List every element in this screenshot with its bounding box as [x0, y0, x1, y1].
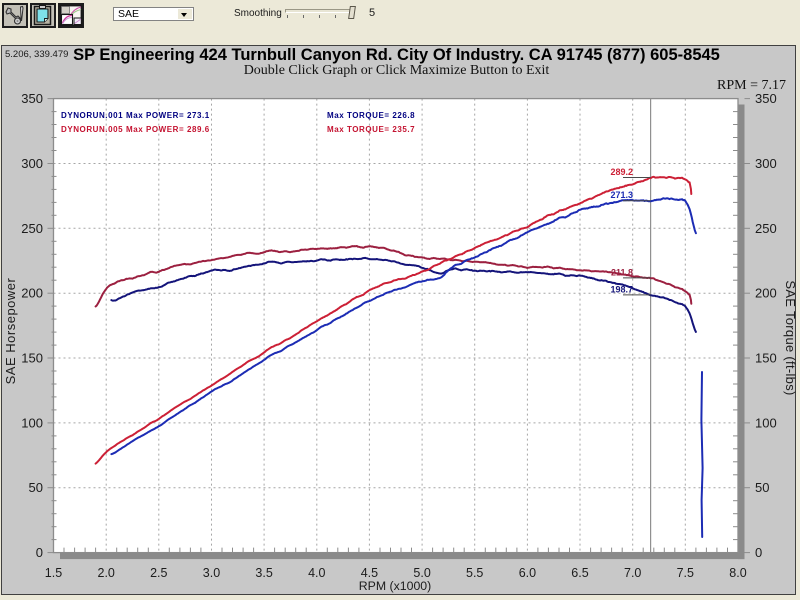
- svg-text:211.8: 211.8: [611, 267, 633, 277]
- svg-text:5.5: 5.5: [466, 566, 483, 580]
- svg-text:100: 100: [755, 415, 777, 430]
- svg-text:198.7: 198.7: [610, 284, 633, 294]
- svg-text:2.5: 2.5: [150, 566, 167, 580]
- svg-text:250: 250: [755, 221, 777, 236]
- svg-text:8.0: 8.0: [729, 566, 746, 580]
- svg-text:DYNORUN.001: DYNORUN.001: [61, 111, 123, 120]
- svg-text:300: 300: [21, 156, 43, 171]
- svg-text:7.5: 7.5: [677, 566, 694, 580]
- svg-text:250: 250: [21, 221, 43, 236]
- svg-text:50: 50: [755, 480, 769, 495]
- svg-text:Max TORQUE= 235.7: Max TORQUE= 235.7: [327, 125, 415, 134]
- svg-text:150: 150: [755, 351, 777, 366]
- svg-text:300: 300: [755, 156, 777, 171]
- svg-text:3.5: 3.5: [255, 566, 272, 580]
- svg-text:6.0: 6.0: [519, 566, 536, 580]
- svg-text:271.3: 271.3: [610, 190, 633, 200]
- svg-text:150: 150: [21, 351, 43, 366]
- svg-text:Max POWER= 289.6: Max POWER= 289.6: [126, 125, 210, 134]
- svg-text:7.0: 7.0: [624, 566, 641, 580]
- svg-text:50: 50: [29, 480, 43, 495]
- svg-text:350: 350: [21, 91, 43, 106]
- svg-text:SAE Horsepower: SAE Horsepower: [3, 277, 18, 384]
- svg-text:RPM (x1000): RPM (x1000): [359, 579, 431, 593]
- svg-text:5.0: 5.0: [413, 566, 430, 580]
- svg-text:Max TORQUE= 226.8: Max TORQUE= 226.8: [327, 111, 415, 120]
- svg-text:4.5: 4.5: [361, 566, 378, 580]
- svg-text:4.0: 4.0: [308, 566, 325, 580]
- svg-text:200: 200: [755, 286, 777, 301]
- svg-text:0: 0: [755, 545, 762, 560]
- svg-text:200: 200: [21, 286, 43, 301]
- svg-text:SAE Torque (ft-lbs): SAE Torque (ft-lbs): [783, 280, 798, 395]
- svg-text:2.0: 2.0: [98, 566, 115, 580]
- svg-text:350: 350: [755, 91, 777, 106]
- svg-text:1.5: 1.5: [45, 566, 62, 580]
- svg-text:6.5: 6.5: [571, 566, 588, 580]
- svg-text:3.0: 3.0: [203, 566, 220, 580]
- svg-text:DYNORUN.005: DYNORUN.005: [61, 125, 123, 134]
- svg-text:289.2: 289.2: [610, 167, 633, 177]
- svg-text:Max POWER= 273.1: Max POWER= 273.1: [126, 111, 210, 120]
- svg-text:0: 0: [36, 545, 43, 560]
- svg-text:100: 100: [21, 415, 43, 430]
